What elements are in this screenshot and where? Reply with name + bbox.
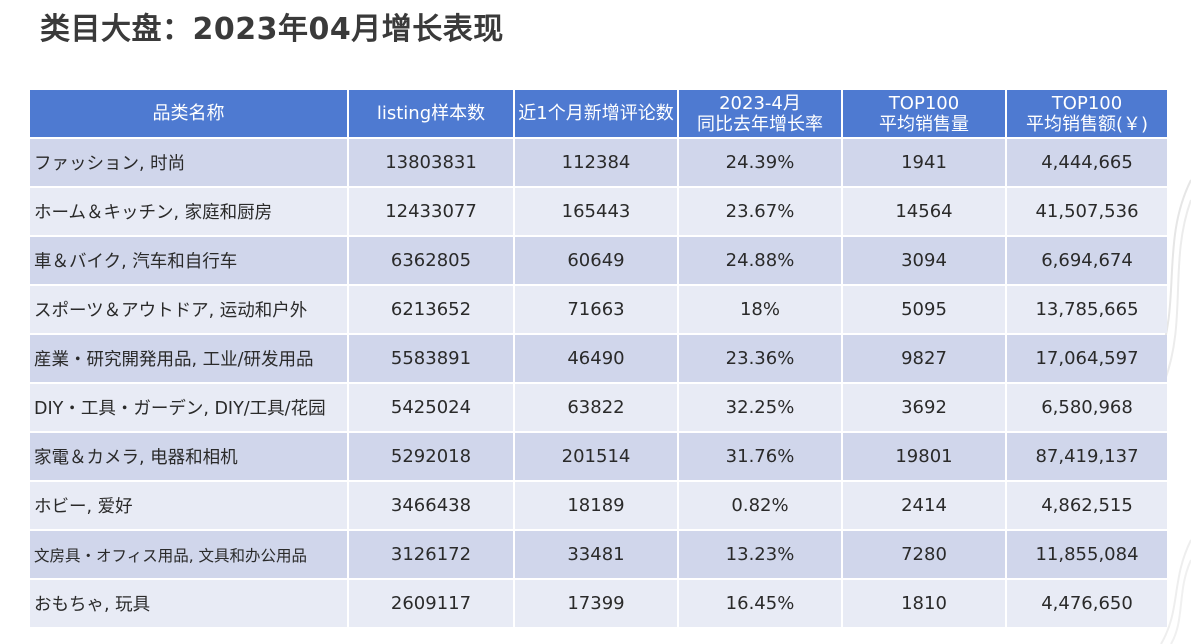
header-avg-sales-amount: TOP100 平均销售额(￥): [1007, 90, 1167, 137]
cell-yoy-growth: 16.45%: [679, 580, 841, 627]
table-row: スポーツ＆アウトドア, 运动和户外 6213652 71663 18% 5095…: [30, 286, 1167, 333]
table-row: ホビー, 爱好 3466438 18189 0.82% 2414 4,862,5…: [30, 482, 1167, 529]
cell-avg-sales-amount: 4,444,665: [1007, 139, 1167, 186]
cell-avg-sales-volume: 5095: [843, 286, 1005, 333]
cell-avg-sales-amount: 4,862,515: [1007, 482, 1167, 529]
cell-avg-sales-volume: 1810: [843, 580, 1005, 627]
cell-yoy-growth: 31.76%: [679, 433, 841, 480]
cell-avg-sales-amount: 6,694,674: [1007, 237, 1167, 284]
header-new-reviews: 近1个月新增评论数: [515, 90, 677, 137]
cell-listing-count: 6213652: [349, 286, 513, 333]
cell-listing-count: 6362805: [349, 237, 513, 284]
table-row: 車＆バイク, 汽车和自行车 6362805 60649 24.88% 3094 …: [30, 237, 1167, 284]
cell-listing-count: 3466438: [349, 482, 513, 529]
cell-category: 車＆バイク, 汽车和自行车: [30, 237, 347, 284]
cell-yoy-growth: 0.82%: [679, 482, 841, 529]
cell-new-reviews: 112384: [515, 139, 677, 186]
cell-category: 文房具・オフィス用品, 文具和办公用品: [30, 531, 347, 578]
cell-listing-count: 5292018: [349, 433, 513, 480]
cell-yoy-growth: 23.36%: [679, 335, 841, 382]
cell-new-reviews: 63822: [515, 384, 677, 431]
cell-category: ファッション, 时尚: [30, 139, 347, 186]
cell-avg-sales-amount: 6,580,968: [1007, 384, 1167, 431]
cell-new-reviews: 165443: [515, 188, 677, 235]
table-row: 家電＆カメラ, 电器和相机 5292018 201514 31.76% 1980…: [30, 433, 1167, 480]
cell-category: ホビー, 爱好: [30, 482, 347, 529]
cell-avg-sales-amount: 87,419,137: [1007, 433, 1167, 480]
cell-new-reviews: 17399: [515, 580, 677, 627]
cell-category: 産業・研究開発用品, 工业/研发用品: [30, 335, 347, 382]
header-category-name: 品类名称: [30, 90, 347, 137]
cell-listing-count: 5583891: [349, 335, 513, 382]
cell-new-reviews: 18189: [515, 482, 677, 529]
cell-avg-sales-volume: 2414: [843, 482, 1005, 529]
table-header-row: 品类名称 listing样本数 近1个月新增评论数 2023-4月 同比去年增长率…: [30, 90, 1167, 137]
table-row: ホーム＆キッチン, 家庭和厨房 12433077 165443 23.67% 1…: [30, 188, 1167, 235]
cell-yoy-growth: 32.25%: [679, 384, 841, 431]
cell-avg-sales-volume: 1941: [843, 139, 1005, 186]
cell-category: 家電＆カメラ, 电器和相机: [30, 433, 347, 480]
cell-listing-count: 13803831: [349, 139, 513, 186]
cell-new-reviews: 201514: [515, 433, 677, 480]
page-title: 类目大盘：2023年04月增长表现: [40, 12, 504, 47]
cell-avg-sales-volume: 19801: [843, 433, 1005, 480]
cell-category: DIY・工具・ガーデン, DIY/工具/花园: [30, 384, 347, 431]
category-growth-table: 品类名称 listing样本数 近1个月新增评论数 2023-4月 同比去年增长率…: [28, 88, 1169, 629]
cell-avg-sales-amount: 13,785,665: [1007, 286, 1167, 333]
cell-listing-count: 5425024: [349, 384, 513, 431]
cell-category: ホーム＆キッチン, 家庭和厨房: [30, 188, 347, 235]
cell-new-reviews: 71663: [515, 286, 677, 333]
header-avg-sales-volume: TOP100 平均销售量: [843, 90, 1005, 137]
cell-new-reviews: 46490: [515, 335, 677, 382]
header-yoy-growth: 2023-4月 同比去年增长率: [679, 90, 841, 137]
cell-new-reviews: 60649: [515, 237, 677, 284]
cell-yoy-growth: 24.39%: [679, 139, 841, 186]
header-listing-count: listing样本数: [349, 90, 513, 137]
cell-avg-sales-amount: 41,507,536: [1007, 188, 1167, 235]
cell-yoy-growth: 23.67%: [679, 188, 841, 235]
table-row: ファッション, 时尚 13803831 112384 24.39% 1941 4…: [30, 139, 1167, 186]
table-row: 産業・研究開発用品, 工业/研发用品 5583891 46490 23.36% …: [30, 335, 1167, 382]
cell-avg-sales-volume: 14564: [843, 188, 1005, 235]
cell-yoy-growth: 24.88%: [679, 237, 841, 284]
cell-avg-sales-volume: 3692: [843, 384, 1005, 431]
cell-avg-sales-amount: 17,064,597: [1007, 335, 1167, 382]
cell-avg-sales-amount: 11,855,084: [1007, 531, 1167, 578]
cell-yoy-growth: 13.23%: [679, 531, 841, 578]
cell-category: おもちゃ, 玩具: [30, 580, 347, 627]
cell-category: スポーツ＆アウトドア, 运动和户外: [30, 286, 347, 333]
cell-listing-count: 12433077: [349, 188, 513, 235]
cell-new-reviews: 33481: [515, 531, 677, 578]
table-row: 文房具・オフィス用品, 文具和办公用品 3126172 33481 13.23%…: [30, 531, 1167, 578]
cell-avg-sales-volume: 7280: [843, 531, 1005, 578]
table-row: おもちゃ, 玩具 2609117 17399 16.45% 1810 4,476…: [30, 580, 1167, 627]
cell-listing-count: 3126172: [349, 531, 513, 578]
cell-avg-sales-amount: 4,476,650: [1007, 580, 1167, 627]
cell-yoy-growth: 18%: [679, 286, 841, 333]
cell-avg-sales-volume: 3094: [843, 237, 1005, 284]
cell-listing-count: 2609117: [349, 580, 513, 627]
cell-avg-sales-volume: 9827: [843, 335, 1005, 382]
table-row: DIY・工具・ガーデン, DIY/工具/花园 5425024 63822 32.…: [30, 384, 1167, 431]
